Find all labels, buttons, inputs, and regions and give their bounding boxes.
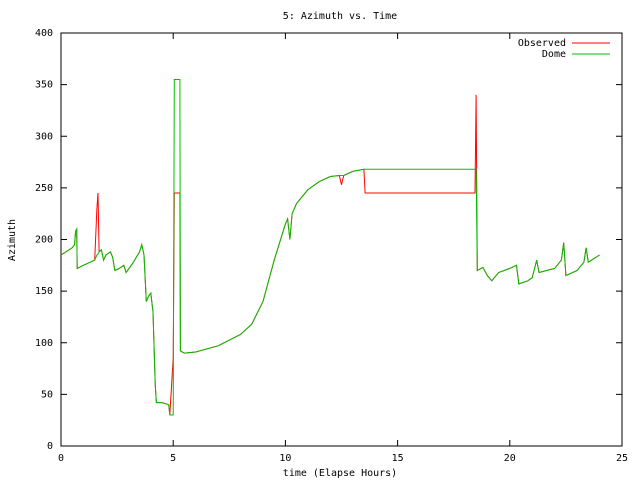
plot-border [60,32,623,447]
y-tick-label: 100 [35,338,53,349]
y-axis-label: Azimuth [7,219,18,261]
x-axis-label: time (Elapse Hours) [283,468,397,479]
y-tick-label: 400 [35,28,53,39]
x-tick-label: 25 [616,453,628,464]
y-tick-label: 0 [47,441,53,452]
series-line [60,94,600,416]
x-tick-label: 0 [58,453,64,464]
legend-label: Observed [518,38,566,49]
series-line [60,79,600,416]
x-tick-label: 5 [170,453,176,464]
y-tick-label: 200 [35,235,53,246]
y-tick-label: 150 [35,286,53,297]
x-tick-label: 20 [504,453,516,464]
y-tick-label: 300 [35,131,53,142]
legend-label: Dome [542,49,566,60]
x-tick-label: 15 [392,453,404,464]
x-tick-label: 10 [279,453,291,464]
y-tick-label: 50 [41,389,53,400]
chart-title: 5: Azimuth vs. Time [283,11,397,22]
y-tick-label: 350 [35,80,53,91]
y-tick-label: 250 [35,183,53,194]
